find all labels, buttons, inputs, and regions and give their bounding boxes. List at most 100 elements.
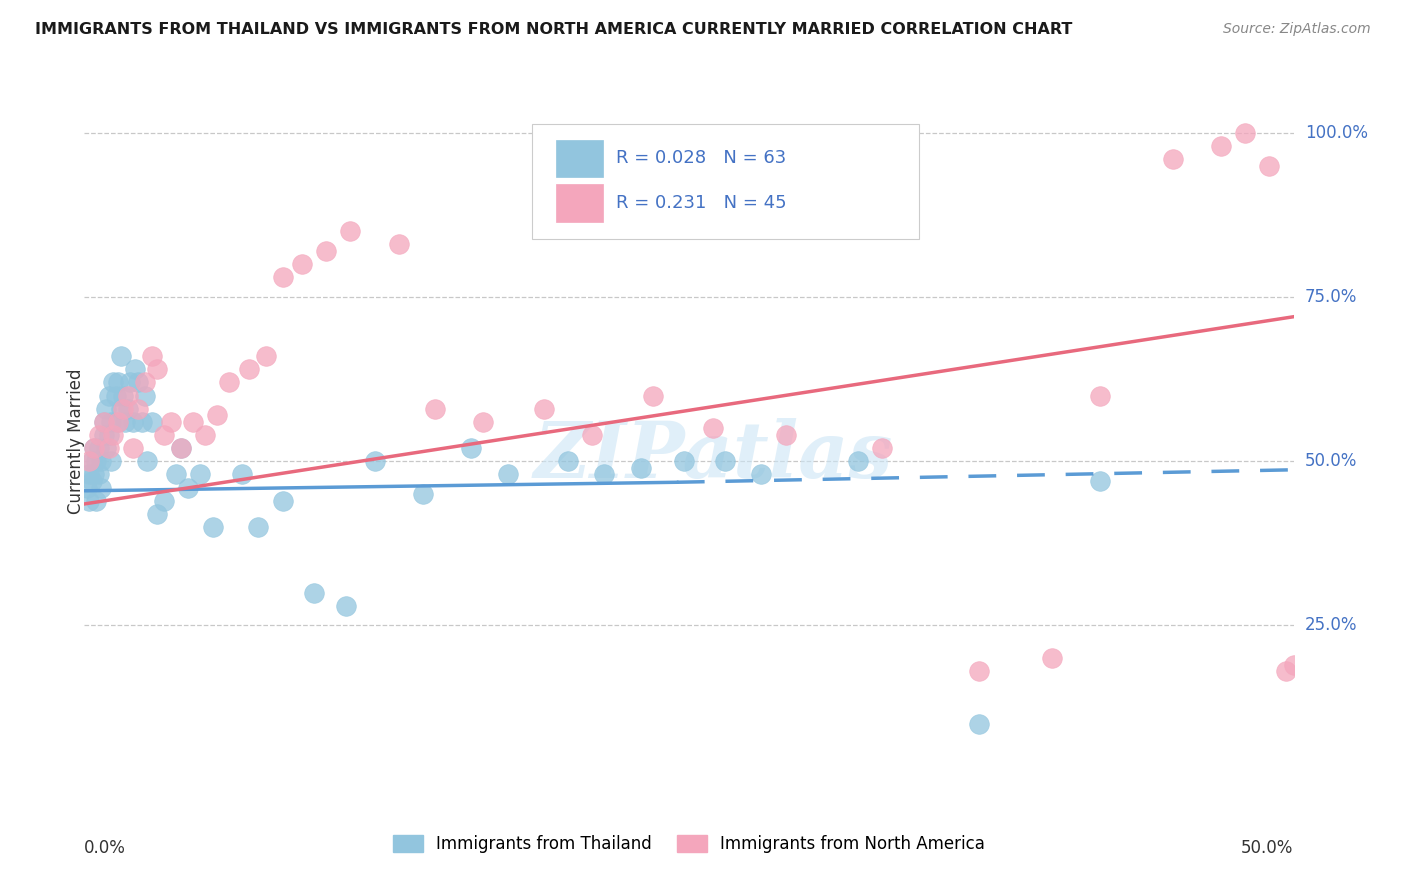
Point (423, 401, 446, 416)
Text: 0.0%: 0.0% (84, 838, 127, 857)
Point (247, 520, 270, 534)
Point (335, 599, 357, 613)
Point (77, 493, 100, 508)
Point (114, 415, 136, 429)
Point (593, 467, 616, 482)
Point (641, 388, 664, 402)
Text: 75.0%: 75.0% (1305, 288, 1357, 306)
Point (110, 401, 132, 416)
Point (136, 454, 159, 468)
Point (83, 441, 105, 455)
Point (80, 474, 103, 488)
Point (271, 493, 294, 508)
Point (388, 237, 411, 252)
Point (1282, 657, 1305, 672)
Text: R = 0.231   N = 45: R = 0.231 N = 45 (616, 194, 787, 212)
Point (93, 415, 115, 429)
Point (124, 362, 146, 376)
Point (496, 467, 519, 482)
Point (315, 244, 337, 258)
Point (153, 428, 176, 442)
Point (1088, 474, 1111, 488)
Point (97, 428, 120, 442)
Text: 50.0%: 50.0% (1241, 838, 1294, 857)
Point (363, 454, 385, 468)
Point (93, 415, 115, 429)
Text: 100.0%: 100.0% (1305, 124, 1368, 142)
Point (630, 460, 652, 475)
FancyBboxPatch shape (531, 124, 918, 239)
Point (557, 454, 579, 468)
Point (967, 717, 990, 731)
Point (472, 415, 495, 429)
Point (107, 376, 129, 390)
Point (100, 454, 122, 468)
Point (134, 388, 156, 402)
Point (751, 467, 773, 482)
Point (107, 415, 129, 429)
Point (238, 362, 260, 376)
Point (1088, 388, 1111, 402)
Point (254, 349, 277, 363)
Text: 50.0%: 50.0% (1305, 452, 1357, 470)
Point (131, 415, 153, 429)
Point (160, 415, 183, 429)
Point (93, 428, 115, 442)
Point (112, 401, 135, 416)
Point (181, 415, 204, 429)
Point (714, 454, 737, 468)
Point (1209, 139, 1232, 153)
Point (103, 376, 125, 390)
Point (86, 454, 108, 468)
Point (339, 224, 361, 238)
Point (80, 454, 103, 468)
Point (90, 481, 112, 495)
Text: 25.0%: 25.0% (1305, 616, 1357, 634)
Point (165, 467, 187, 482)
Legend: Immigrants from Thailand, Immigrants from North America: Immigrants from Thailand, Immigrants fro… (387, 828, 991, 860)
Point (967, 665, 990, 679)
Point (87, 467, 110, 482)
Point (291, 257, 314, 271)
Point (190, 467, 212, 482)
Point (1275, 665, 1298, 679)
Point (86, 493, 108, 508)
Point (170, 441, 193, 455)
Point (83, 467, 105, 482)
Text: ZIPatlas: ZIPatlas (533, 417, 893, 494)
Point (218, 376, 240, 390)
Point (94, 401, 117, 416)
Point (112, 388, 135, 402)
Point (134, 376, 156, 390)
Point (77, 467, 100, 482)
Point (77, 454, 100, 468)
Point (412, 487, 434, 501)
Y-axis label: Currently Married: Currently Married (67, 368, 84, 515)
Point (775, 428, 797, 442)
Point (460, 441, 482, 455)
Point (872, 441, 894, 455)
Point (94, 441, 117, 455)
Point (141, 415, 163, 429)
Point (533, 401, 555, 416)
Point (76, 481, 98, 495)
Point (846, 454, 869, 468)
Point (141, 349, 163, 363)
Text: IMMIGRANTS FROM THAILAND VS IMMIGRANTS FROM NORTH AMERICA CURRENTLY MARRIED CORR: IMMIGRANTS FROM THAILAND VS IMMIGRANTS F… (35, 22, 1073, 37)
Point (146, 507, 169, 521)
Point (103, 428, 125, 442)
FancyBboxPatch shape (555, 139, 603, 178)
Point (177, 481, 200, 495)
Point (146, 362, 169, 376)
Point (673, 454, 696, 468)
Point (127, 376, 149, 390)
Point (97, 388, 120, 402)
Point (110, 349, 132, 363)
Point (127, 401, 149, 416)
Point (201, 520, 224, 534)
Point (271, 270, 294, 285)
Point (104, 388, 127, 402)
Point (90, 454, 112, 468)
Point (120, 376, 142, 390)
Point (153, 493, 176, 508)
